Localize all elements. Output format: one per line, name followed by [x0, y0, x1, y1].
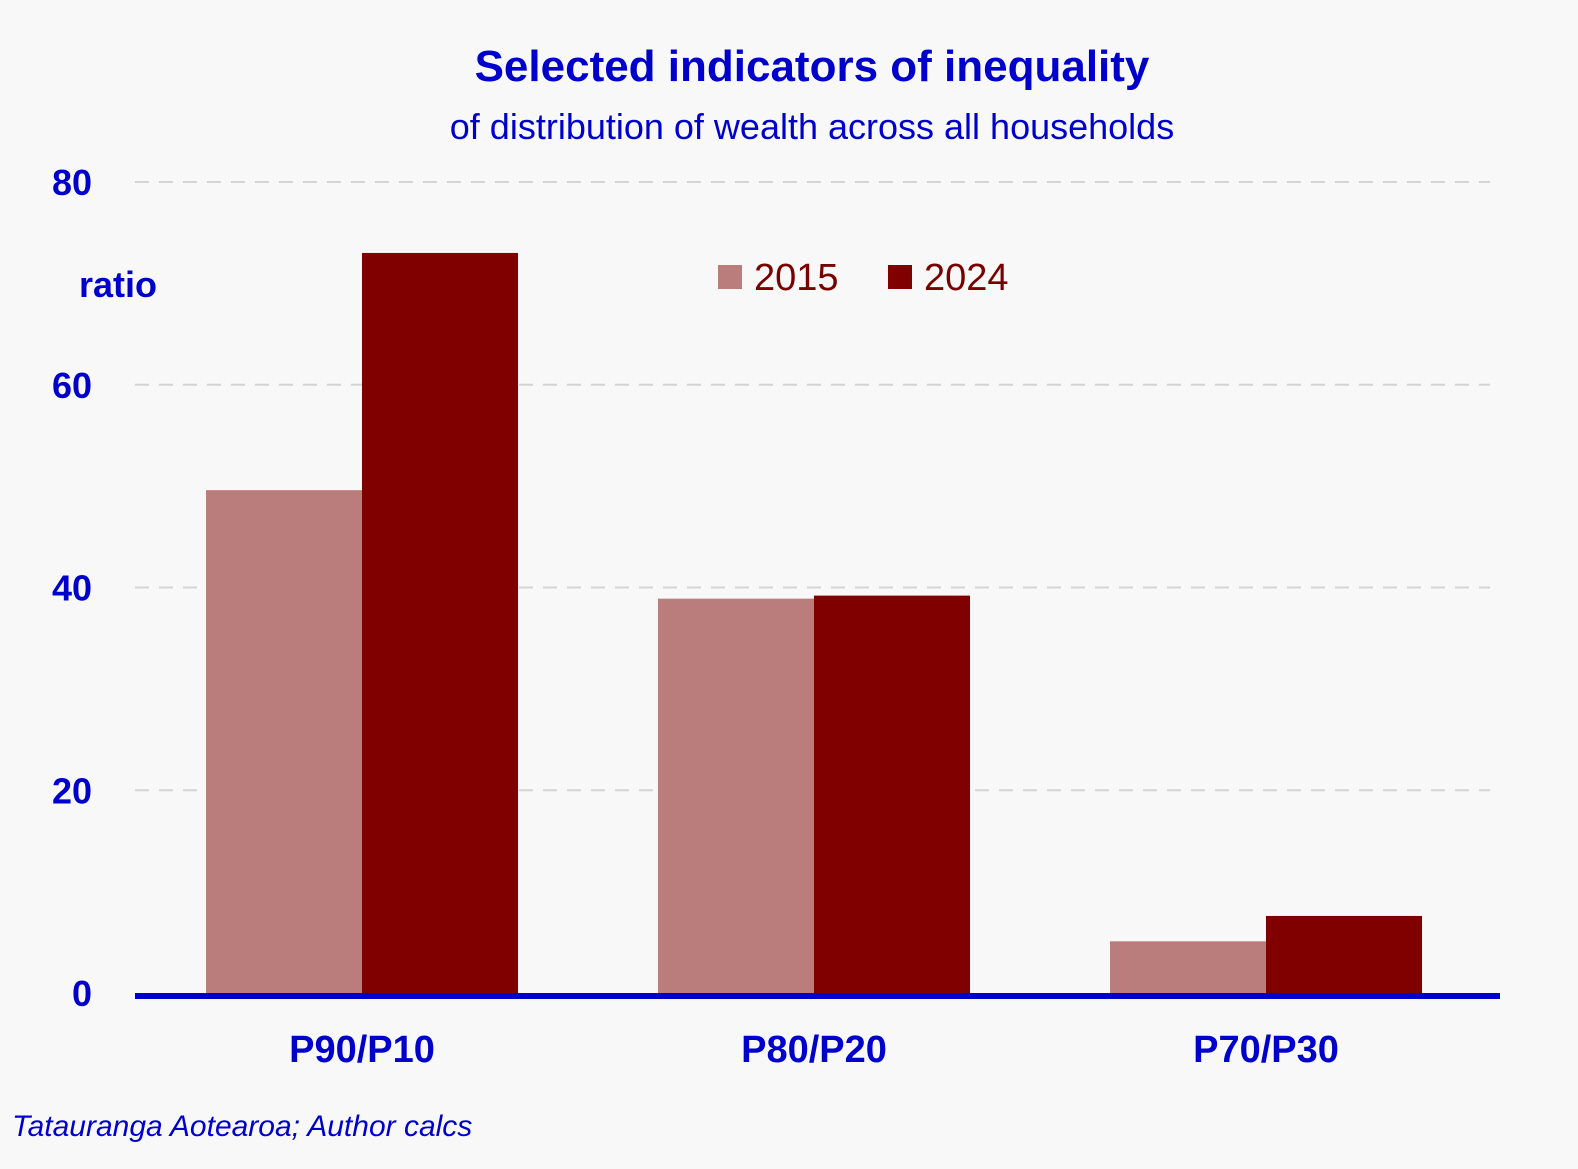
- x-tick-label: P80/P20: [741, 1029, 887, 1071]
- legend-label-2015: 2015: [754, 257, 839, 299]
- bar-2024-p90-p10: [362, 252, 518, 993]
- chart-subtitle: of distribution of wealth across all hou…: [450, 106, 1174, 147]
- bar-2015-p90-p10: [206, 490, 362, 993]
- bar-2015-p70-p30: [1110, 941, 1266, 993]
- y-tick-label: 60: [52, 365, 92, 406]
- legend-swatch-2024: [888, 265, 912, 289]
- legend-swatch-2015: [718, 265, 742, 289]
- source-note: Tatauranga Aotearoa; Author calcs: [12, 1110, 472, 1143]
- y-tick-label: 40: [52, 568, 92, 609]
- x-axis-ticks: P90/P10 P80/P20 P70/P30: [289, 1029, 1339, 1071]
- y-axis-label: ratio: [79, 264, 157, 305]
- bar-2024-p70-p30: [1266, 915, 1422, 993]
- bars: [206, 252, 1422, 993]
- legend: 2015 2024: [718, 257, 1009, 299]
- x-tick-label: P90/P10: [289, 1029, 435, 1071]
- x-tick-label: P70/P30: [1193, 1029, 1339, 1071]
- y-tick-label: 0: [72, 973, 92, 1014]
- bar-2024-p80-p20: [814, 595, 970, 993]
- chart-title: Selected indicators of inequality: [475, 42, 1150, 91]
- y-tick-label: 20: [52, 770, 92, 811]
- bar-2015-p80-p20: [658, 598, 814, 993]
- legend-label-2024: 2024: [924, 257, 1009, 299]
- y-tick-label: 80: [52, 162, 92, 203]
- y-axis-ticks: 0 20 40 60 80: [52, 162, 92, 1014]
